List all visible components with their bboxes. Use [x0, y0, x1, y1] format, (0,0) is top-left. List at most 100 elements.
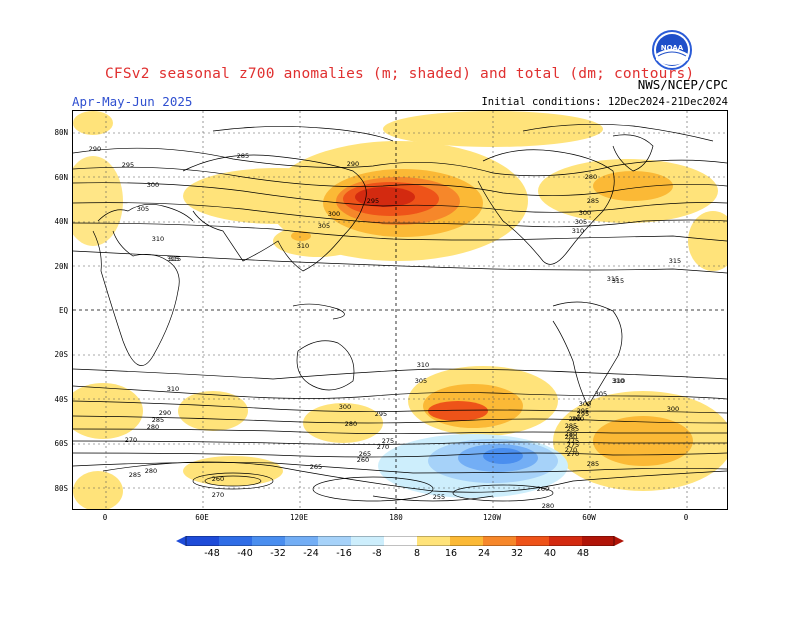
- contour-label: 285: [152, 416, 164, 424]
- contour-label: 260: [212, 475, 224, 483]
- lat-label-60n: 60N: [54, 173, 68, 182]
- contour-label: 315: [607, 275, 619, 283]
- colorbar-low-arrow: [176, 536, 186, 546]
- colorbar-swatch: [351, 536, 384, 546]
- contour-label: 290: [569, 415, 581, 423]
- contour-label: 290: [159, 409, 171, 417]
- contour-label: 295: [577, 407, 589, 415]
- contour-label: 270: [565, 446, 577, 454]
- contour-label: 270: [377, 443, 389, 451]
- colorbar-label: -8: [372, 548, 382, 559]
- contour-label: 280: [145, 467, 157, 475]
- agency-label: NWS/NCEP/CPC: [637, 77, 728, 92]
- contour-label: 295: [375, 410, 387, 418]
- lat-label-40n: 40N: [54, 217, 68, 226]
- colorbar-swatch: [450, 536, 483, 546]
- contour-label: 305: [137, 205, 149, 213]
- contour-label: 275: [567, 441, 579, 449]
- contour-label: 305: [318, 222, 330, 230]
- lon-label-180: 180: [389, 513, 403, 522]
- contour-label: 310: [152, 235, 164, 243]
- colorbar-label: 24: [477, 548, 491, 559]
- contour-label: 280: [565, 430, 577, 438]
- lat-label-80s: 80S: [54, 484, 68, 493]
- colorbar-label: 32: [510, 548, 524, 559]
- contour-label: 285: [129, 471, 141, 479]
- contour-label: 315: [169, 255, 181, 263]
- contour-label: 290: [89, 145, 101, 153]
- contour-label: 300: [579, 400, 591, 408]
- positive-anomaly-shading: [73, 111, 727, 509]
- contour-label: 280: [345, 420, 357, 428]
- contour-label: 280: [565, 433, 577, 441]
- contour-label: 300: [579, 209, 591, 217]
- colorbar-label: -32: [270, 548, 286, 559]
- lon-label-120w: 120W: [482, 513, 502, 522]
- contour-label: 300: [339, 403, 351, 411]
- coastlines: [92, 123, 727, 502]
- anomaly-map: 290 295 300 305 310 315 285 290 295 300 …: [72, 110, 728, 510]
- contour-label: 260: [357, 456, 369, 464]
- noaa-logo-icon: NOAA: [652, 30, 692, 70]
- lon-label-0-right: 0: [683, 513, 689, 522]
- colorbar-label: -40: [237, 548, 253, 559]
- contour-label: 270: [125, 436, 137, 444]
- logo-text: NOAA: [661, 44, 684, 52]
- contour-labels: 290 295 300 305 310 315 285 290 295 300 …: [89, 145, 681, 509]
- lat-label-20n: 20N: [54, 262, 68, 271]
- contour-label: 295: [577, 410, 589, 418]
- contour-label: 305: [415, 377, 427, 385]
- contour-label: 255: [433, 493, 445, 501]
- lat-label-eq: EQ: [58, 306, 68, 315]
- contour-label: 310: [572, 227, 584, 235]
- contour-label: 315: [167, 255, 179, 263]
- colorbar-swatch: [252, 536, 285, 546]
- colorbar-label: -24: [303, 548, 319, 559]
- contour-label: 310: [417, 361, 429, 369]
- colorbar-swatch: [417, 536, 450, 546]
- lon-label-60e: 60E: [195, 513, 209, 522]
- contour-label: 300: [667, 405, 679, 413]
- lat-label-20s: 20S: [54, 350, 68, 359]
- colorbar-swatch: [186, 536, 219, 546]
- map-reference-lines: [73, 111, 727, 509]
- contour-label: 305: [575, 218, 587, 226]
- contour-label: 265: [359, 450, 371, 458]
- colorbar-swatch: [582, 536, 614, 546]
- contour-label: 285: [565, 422, 577, 430]
- contour-label: 280: [147, 423, 159, 431]
- colorbar-label: -16: [336, 548, 352, 559]
- lon-label-120e: 120E: [289, 513, 309, 522]
- contour-label: 285: [587, 460, 599, 468]
- contour-label: 310: [613, 377, 625, 385]
- contour-label: 270: [567, 450, 579, 458]
- contour-label: 300: [328, 210, 340, 218]
- contour-label: 290: [347, 160, 359, 168]
- contour-label: 285: [237, 152, 249, 160]
- contour-label: 315: [669, 257, 681, 265]
- contour-label: 310: [167, 385, 179, 393]
- contour-label: 295: [122, 161, 134, 169]
- contour-label: 315: [612, 277, 624, 285]
- lon-label-0: 0: [102, 513, 108, 522]
- contour-label: 280: [585, 173, 597, 181]
- contour-label: 290: [572, 415, 584, 423]
- contour-label: 265: [310, 463, 322, 471]
- lat-label-40s: 40S: [54, 395, 68, 404]
- colorbar-swatch: [384, 536, 417, 546]
- lat-label-60s: 60S: [54, 439, 68, 448]
- contour-label: 295: [367, 197, 379, 205]
- colorbar-swatch: [318, 536, 351, 546]
- contour-label: 300: [147, 181, 159, 189]
- contour-label: 270: [212, 491, 224, 499]
- colorbar-label: 8: [413, 548, 421, 559]
- colorbar-label: -48: [204, 548, 220, 559]
- contour-label: 285: [587, 197, 599, 205]
- colorbar-label: 16: [444, 548, 458, 559]
- contour-label: 260: [537, 485, 549, 493]
- contour-label: 310: [612, 377, 624, 385]
- contour-label: 275: [567, 437, 579, 445]
- initial-conditions-label: Initial conditions: 12Dec2024-21Dec2024: [481, 96, 728, 108]
- colorbar-swatch: [516, 536, 549, 546]
- colorbar-swatch: [483, 536, 516, 546]
